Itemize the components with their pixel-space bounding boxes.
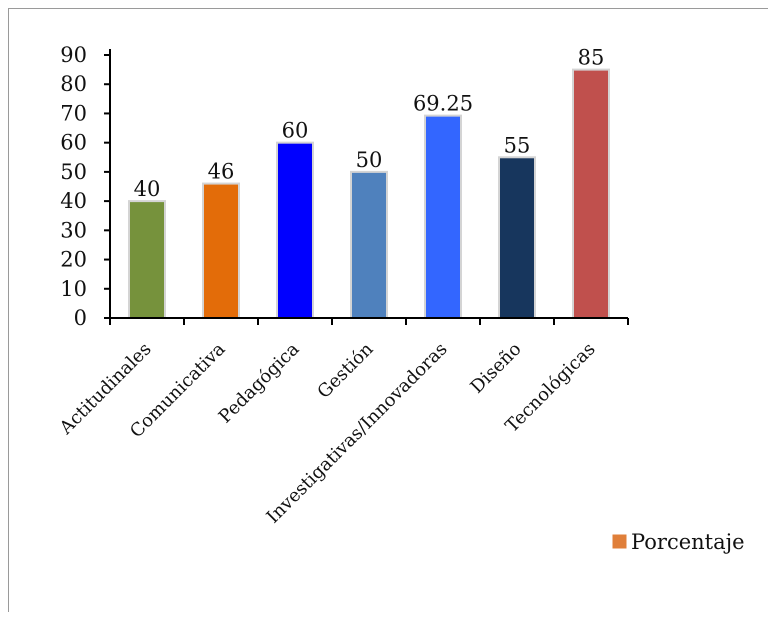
chart-frame: 0 10 20 30 40 50 60 70 80 90 40 46 60 50 69.25 55 85 Ac… [8,8,768,612]
bar [572,68,610,319]
bar [424,114,462,319]
y-tick-label: 20 [60,248,87,272]
data-label: 46 [208,160,235,184]
y-tick-label: 10 [60,277,87,301]
data-label: 50 [356,148,383,172]
y-axis-ticks: 0 10 20 30 40 50 60 70 80 90 [60,43,110,330]
category-label: Pedagógica [215,339,304,428]
bar-chart: 0 10 20 30 40 50 60 70 80 90 40 46 60 50 69.25 55 85 Ac… [55,43,745,554]
bar [276,141,314,319]
legend-label: Porcentaje [631,530,745,554]
y-tick-label: 70 [60,101,87,125]
y-tick-label: 60 [60,131,87,155]
legend: Porcentaje [611,530,745,554]
legend-swatch [611,533,628,550]
category-label: Gestión [313,338,377,402]
data-label: 85 [578,46,605,70]
y-tick-label: 80 [60,72,87,96]
data-label: 69.25 [413,92,473,116]
bars [128,68,610,319]
x-axis-ticks [109,318,629,325]
y-tick-label: 90 [60,43,87,67]
data-label: 60 [282,119,309,143]
y-tick-label: 50 [60,160,87,184]
y-tick-label: 40 [60,189,87,213]
y-tick-label: 0 [74,306,87,330]
data-label: 40 [134,177,161,201]
bar [128,200,166,319]
bar [350,170,388,319]
category-label: Diseño [466,339,525,398]
bar [202,182,240,319]
bar [498,156,536,319]
data-labels: 40 46 60 50 69.25 55 85 [134,46,605,202]
y-tick-label: 30 [60,218,87,242]
data-label: 55 [504,133,531,157]
